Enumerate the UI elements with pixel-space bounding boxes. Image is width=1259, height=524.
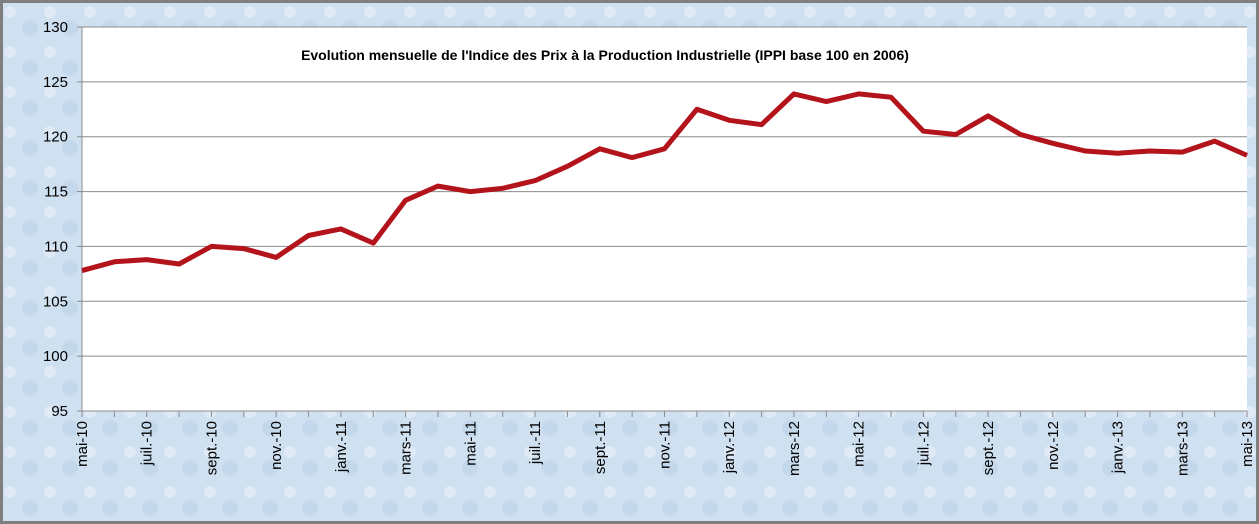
y-tick-label: 105 [43,293,68,310]
x-tick-label: mars-13 [1174,421,1191,476]
y-tick-label: 110 [44,238,68,255]
y-tick-label: 120 [43,129,68,146]
x-tick-label: mai-12 [851,421,868,467]
plot-area [82,27,1247,411]
x-tick-label: sept.-10 [203,421,220,475]
x-tick-label: sept.-11 [592,421,609,474]
x-tick-label: mai-11 [462,421,479,466]
chart-title: Evolution mensuelle de l'Indice des Prix… [301,47,909,63]
y-tick-label: 100 [43,348,68,365]
y-tick-label: 95 [51,403,68,420]
data-line [81,91,1249,274]
x-tick-label: juil.-12 [915,421,932,466]
x-tick-label: janv.-11 [333,421,350,473]
x-tick-label: nov.-11 [657,421,674,469]
x-tick-label: juil.-11 [527,421,544,465]
y-tick-label: 115 [44,184,68,201]
y-tick-label: 125 [43,74,68,91]
x-tick-label: nov.-12 [1045,421,1062,470]
x-tick-label: juil.-10 [139,421,156,466]
x-tick-label: janv.-12 [721,421,738,474]
x-tick-label: sept.-12 [980,421,997,475]
y-tick-label: 130 [43,19,68,36]
x-tick-label: mars-11 [398,421,415,475]
x-tick-label: mai-13 [1239,421,1256,467]
x-tick-label: mars-12 [786,421,803,476]
x-tick-label: janv.-13 [1110,421,1127,474]
x-tick-label: nov.-10 [268,421,285,470]
x-tick-label: mai-10 [74,421,91,467]
